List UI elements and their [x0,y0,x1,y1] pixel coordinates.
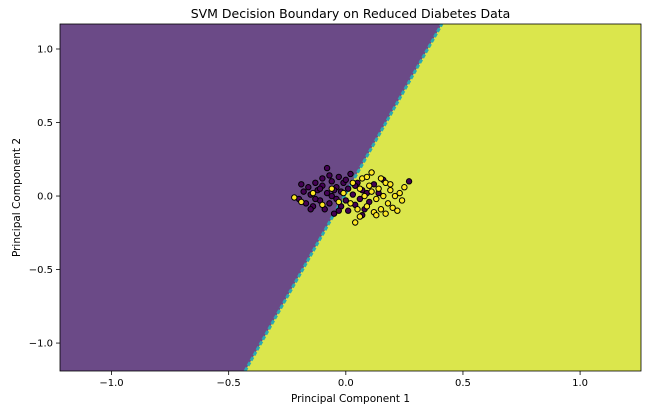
data-point-class-0 [312,195,319,203]
data-point-class-0 [330,210,338,217]
data-point-class-1 [363,203,371,210]
x-axis-label: Principal Component 1 [291,393,410,405]
data-point-class-1 [377,206,385,213]
x-tick-label: 0.0 [338,378,354,389]
data-point-class-1 [366,182,373,189]
data-point-class-1 [298,198,305,206]
data-point-class-0 [326,172,333,179]
data-point-class-1 [356,213,364,220]
data-point-class-0 [307,206,314,213]
data-point-class-1 [394,207,401,214]
chart-title: SVM Decision Boundary on Reduced Diabete… [191,6,511,21]
data-point-class-0 [298,181,305,188]
y-tick-label: −1.0 [29,339,53,350]
x-axis-ticks: −1.0 −0.5 0.0 0.5 1.0 [99,371,588,389]
data-point-class-1 [347,200,354,207]
data-point-class-1 [373,195,380,203]
data-point-class-0 [342,197,350,204]
data-point-class-1 [309,189,317,197]
data-point-class-0 [319,175,326,182]
data-point-class-0 [328,192,335,200]
data-point-class-1 [335,198,342,206]
x-tick-label: 0.5 [455,378,471,389]
data-point-class-0 [326,200,333,207]
data-point-class-0 [349,191,357,198]
data-point-class-0 [342,176,350,184]
data-point-class-0 [344,207,352,214]
data-point-class-1 [391,192,399,200]
y-tick-label: −0.5 [29,265,53,276]
x-tick-label: −1.0 [99,378,123,389]
data-point-class-0 [316,185,324,192]
y-tick-label: 0.5 [37,118,53,129]
y-tick-label: 1.0 [37,44,53,55]
data-point-class-1 [354,206,361,213]
data-point-class-1 [401,184,408,191]
data-point-class-1 [363,173,371,181]
data-point-class-1 [351,219,359,226]
data-point-class-1 [384,200,392,207]
data-point-class-1 [373,211,380,219]
data-point-class-1 [319,201,326,209]
data-point-class-0 [312,179,319,187]
data-point-class-0 [335,173,342,181]
data-point-class-1 [340,189,347,197]
data-point-class-0 [356,195,364,203]
data-point-class-0 [347,170,354,178]
x-tick-label: −0.5 [217,378,241,389]
data-point-class-1 [396,189,403,197]
data-point-class-1 [382,210,389,217]
data-point-class-0 [405,178,413,185]
data-point-class-1 [328,185,335,192]
data-point-class-1 [398,197,406,204]
data-point-class-0 [335,207,342,214]
data-point-class-1 [291,194,298,201]
data-point-class-1 [349,179,357,187]
data-point-class-1 [377,175,385,182]
plot-area [60,24,641,371]
data-point-class-0 [344,185,352,192]
data-point-class-0 [305,184,312,191]
data-point-class-1 [368,169,375,176]
data-point-class-1 [361,192,368,200]
data-point-class-1 [389,204,396,211]
scatter-points [291,164,413,226]
data-point-class-0 [323,164,331,172]
y-axis-label: Principal Component 2 [11,138,23,257]
plot-frame [59,23,642,372]
data-point-class-1 [356,185,364,192]
x-tick-label: 1.0 [572,378,588,389]
decision-boundary-line [243,24,444,371]
decision-region-class-1 [245,24,641,371]
data-point-class-1 [375,185,382,192]
data-point-class-1 [368,188,375,195]
data-point-class-0 [300,188,307,195]
data-point-class-1 [387,186,394,194]
data-point-class-1 [387,181,394,188]
y-tick-label: 0.0 [37,192,53,203]
data-point-class-0 [323,189,331,197]
y-axis-ticks: −1.0 −0.5 0.0 0.5 1.0 [29,44,60,350]
data-point-class-1 [380,192,387,200]
data-point-class-0 [328,178,335,185]
